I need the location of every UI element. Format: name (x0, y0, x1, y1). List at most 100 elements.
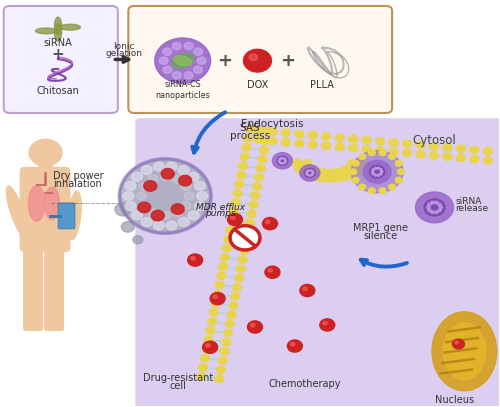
Circle shape (235, 181, 244, 188)
Circle shape (220, 254, 230, 261)
Circle shape (328, 169, 336, 176)
Circle shape (455, 341, 458, 344)
Circle shape (294, 164, 304, 171)
Circle shape (336, 143, 344, 151)
Circle shape (388, 184, 396, 190)
Circle shape (362, 146, 371, 153)
Circle shape (439, 206, 442, 209)
Circle shape (206, 344, 210, 347)
Circle shape (248, 321, 262, 333)
Circle shape (220, 348, 229, 355)
FancyBboxPatch shape (136, 118, 500, 407)
Circle shape (338, 173, 347, 181)
Circle shape (434, 201, 438, 204)
Circle shape (300, 284, 315, 297)
Circle shape (279, 158, 280, 160)
Circle shape (140, 202, 149, 210)
Circle shape (216, 366, 226, 373)
Circle shape (434, 211, 438, 214)
Circle shape (142, 166, 152, 175)
FancyBboxPatch shape (128, 6, 392, 113)
Circle shape (236, 171, 246, 179)
Circle shape (308, 131, 318, 139)
Circle shape (252, 183, 262, 190)
Circle shape (328, 175, 337, 182)
Circle shape (265, 266, 280, 278)
Circle shape (166, 221, 177, 230)
Circle shape (320, 319, 335, 331)
Circle shape (172, 72, 182, 79)
Circle shape (264, 128, 272, 135)
Text: Chemotherapy: Chemotherapy (268, 379, 341, 389)
Circle shape (300, 169, 308, 176)
Circle shape (132, 172, 142, 181)
Text: cell: cell (170, 381, 186, 391)
Circle shape (197, 373, 205, 380)
Circle shape (155, 38, 210, 83)
Circle shape (160, 212, 170, 219)
Circle shape (268, 137, 277, 144)
Circle shape (294, 162, 302, 169)
Circle shape (350, 169, 356, 175)
Circle shape (372, 168, 374, 171)
Text: siRNA: siRNA (456, 197, 482, 206)
Circle shape (416, 151, 425, 158)
Circle shape (213, 291, 222, 298)
Circle shape (242, 144, 251, 151)
Circle shape (322, 133, 331, 140)
Circle shape (402, 140, 411, 147)
Circle shape (426, 206, 430, 209)
Circle shape (163, 66, 172, 73)
Circle shape (262, 137, 270, 144)
Circle shape (115, 203, 131, 216)
Circle shape (125, 182, 136, 190)
Circle shape (254, 136, 264, 143)
Circle shape (333, 174, 342, 182)
Circle shape (29, 139, 62, 166)
Circle shape (123, 192, 134, 201)
Circle shape (272, 153, 292, 169)
Text: release: release (456, 204, 488, 213)
Text: SAS: SAS (240, 123, 260, 133)
Circle shape (238, 256, 247, 263)
Circle shape (278, 160, 280, 162)
Text: MRP1 gene: MRP1 gene (353, 223, 408, 234)
Circle shape (208, 318, 216, 325)
Circle shape (172, 209, 182, 217)
Circle shape (242, 238, 250, 245)
Circle shape (133, 236, 143, 244)
Text: pumps: pumps (204, 209, 236, 219)
Circle shape (206, 327, 215, 334)
Circle shape (194, 202, 205, 211)
Circle shape (398, 169, 404, 175)
Circle shape (246, 126, 254, 133)
Circle shape (395, 160, 402, 166)
Text: +: + (218, 52, 232, 70)
Ellipse shape (172, 53, 194, 68)
Circle shape (372, 171, 374, 173)
Circle shape (196, 192, 207, 201)
Circle shape (262, 217, 278, 230)
Circle shape (443, 153, 452, 160)
FancyBboxPatch shape (23, 246, 43, 331)
Circle shape (284, 162, 286, 163)
Circle shape (358, 154, 366, 160)
Circle shape (231, 293, 239, 300)
Circle shape (431, 211, 434, 214)
Circle shape (184, 42, 193, 50)
Circle shape (280, 163, 282, 164)
Circle shape (181, 182, 191, 190)
Circle shape (456, 145, 466, 152)
Circle shape (178, 218, 189, 226)
Circle shape (318, 174, 326, 182)
Circle shape (181, 202, 191, 210)
Circle shape (358, 162, 366, 169)
Circle shape (282, 138, 290, 146)
Circle shape (443, 144, 452, 151)
Circle shape (282, 129, 290, 136)
Circle shape (348, 161, 356, 168)
Circle shape (416, 141, 425, 149)
Circle shape (240, 153, 249, 160)
Circle shape (428, 209, 431, 212)
Circle shape (228, 214, 242, 225)
